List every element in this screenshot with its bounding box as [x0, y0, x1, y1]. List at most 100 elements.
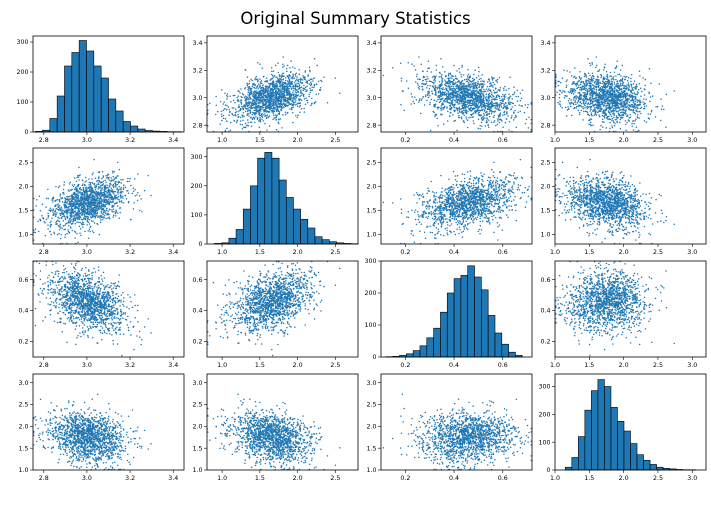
scatter-point [437, 106, 440, 108]
scatter-point [467, 102, 470, 104]
scatter-point [583, 87, 585, 89]
scatter-point [633, 86, 635, 89]
scatter-point [616, 98, 618, 101]
scatter-point [288, 101, 290, 103]
scatter-point [264, 102, 267, 104]
scatter-point [611, 126, 614, 129]
scatter-point [303, 98, 306, 100]
scatter-point [605, 107, 608, 110]
scatter-point [620, 117, 623, 119]
x-tick-label: 0.2 [400, 137, 410, 144]
scatter-point [616, 104, 619, 106]
scatter-point [304, 71, 306, 73]
scatter-point [259, 90, 261, 92]
scatter-point [246, 114, 248, 117]
scatter-point [274, 114, 277, 116]
scatter-point [295, 97, 298, 99]
scatter-point [296, 116, 299, 119]
scatter-point [631, 88, 634, 90]
scatter-point [645, 105, 648, 107]
scatter-point [493, 95, 495, 98]
scatter-point [505, 113, 508, 115]
scatter-point [510, 101, 512, 104]
scatter-point [469, 104, 471, 107]
scatter-point [630, 94, 632, 97]
scatter-point [215, 104, 218, 107]
y-tick-label: 3.2 [540, 67, 550, 74]
scatter-point [578, 113, 581, 116]
scatter-point [483, 106, 486, 108]
scatter-point [613, 71, 616, 74]
scatter-point [284, 113, 287, 116]
scatter-point [271, 91, 273, 94]
histogram-bar [86, 50, 95, 133]
scatter-point [407, 62, 409, 64]
scatter-point [429, 103, 431, 106]
scatter-point [466, 99, 468, 102]
scatter-point [488, 119, 490, 121]
scatter-point [463, 87, 466, 90]
scatter-point [618, 99, 621, 102]
scatter-point [575, 85, 577, 87]
scatter-point [38, 230, 40, 233]
scatter-point [436, 86, 438, 89]
scatter-point [589, 92, 592, 94]
scatter-point [411, 63, 413, 65]
scatter-point [617, 116, 619, 119]
scatter-point [288, 103, 290, 105]
scatter-point [128, 180, 130, 183]
scatter-point [290, 82, 292, 84]
scatter-point [266, 79, 268, 82]
scatter-point [233, 94, 236, 97]
scatter-point [629, 113, 632, 116]
scatter-point [454, 88, 456, 90]
scatter-point [486, 85, 489, 88]
scatter-point [499, 99, 502, 102]
scatter-point [466, 94, 468, 96]
scatter-point [300, 107, 303, 110]
scatter-point [631, 122, 633, 125]
scatter-point [582, 107, 584, 110]
scatter-point [247, 97, 249, 100]
scatter-point [244, 106, 246, 109]
panel-r1-c4: 2.83.03.23.41.0 1.5 2.0 2.5 3.0 [540, 35, 707, 144]
scatter-point [502, 114, 504, 116]
scatter-point [256, 78, 259, 80]
scatter-point [439, 91, 442, 94]
scatter-point [643, 105, 646, 108]
scatter-point [452, 83, 454, 85]
scatter-point [478, 92, 480, 94]
scatter-point [508, 93, 510, 96]
scatter-point [246, 76, 249, 78]
scatter-point [225, 94, 228, 97]
scatter-point [299, 80, 302, 82]
scatter-point [572, 102, 575, 104]
scatter-point [571, 90, 573, 92]
scatter-point [595, 91, 597, 93]
scatter-point [480, 99, 483, 102]
scatter-point [260, 100, 262, 103]
scatter-point [603, 104, 605, 106]
scatter-point [465, 80, 468, 83]
scatter-point [456, 109, 459, 112]
scatter-point [298, 106, 301, 108]
scatter-point [228, 108, 231, 111]
scatter-point [623, 111, 625, 114]
scatter-point [250, 105, 253, 108]
scatter-point [491, 96, 493, 99]
scatter-point [608, 91, 611, 93]
scatter-point [502, 87, 505, 89]
scatter-point [639, 75, 641, 77]
scatter-point [608, 96, 611, 99]
scatter-point [480, 94, 482, 96]
scatter-point [253, 109, 255, 112]
scatter-point [621, 109, 623, 111]
scatter-point [283, 85, 286, 87]
scatter-point [490, 85, 492, 87]
scatter-point [297, 91, 299, 93]
scatter-point [69, 221, 71, 224]
scatter-point [510, 108, 513, 110]
scatter-point [598, 68, 601, 71]
scatter-point [624, 96, 627, 99]
